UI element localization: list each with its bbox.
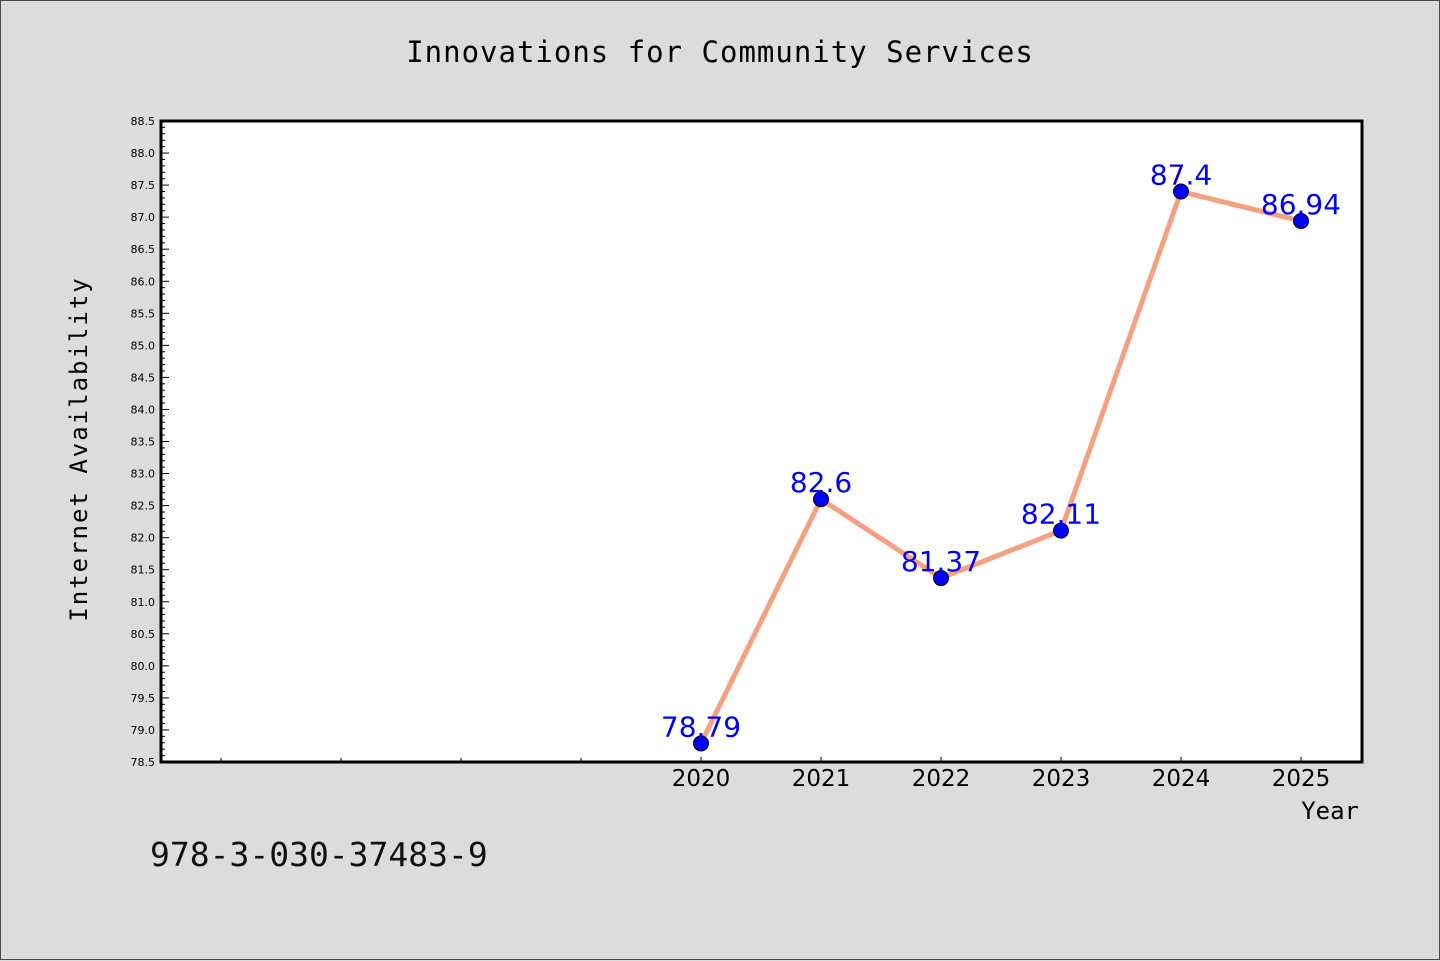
data-point — [1293, 212, 1309, 229]
y-tick-label: 85.5 — [131, 307, 156, 320]
x-tick-label: 2020 — [672, 766, 731, 792]
data-point — [1053, 522, 1069, 539]
data-label: 81.37 — [901, 545, 981, 578]
y-tick-label: 84.0 — [131, 403, 156, 416]
y-tick-label: 80.0 — [131, 660, 156, 673]
data-line — [698, 189, 1304, 746]
data-label: 82.11 — [1021, 498, 1101, 531]
x-tick-label: 2025 — [1272, 766, 1331, 792]
data-label: 87.4 — [1150, 159, 1212, 192]
x-tick-label: 2022 — [912, 766, 971, 792]
y-tick-label: 82.0 — [131, 532, 156, 545]
y-tick-label: 78.5 — [131, 756, 156, 769]
data-label: 82.6 — [790, 466, 852, 499]
y-tick-label: 83.5 — [131, 436, 156, 449]
y-tick-label: 86.0 — [131, 275, 156, 288]
data-point — [1173, 183, 1189, 200]
data-label: 78.79 — [661, 710, 741, 743]
x-axis-label: Year — [1301, 797, 1359, 825]
chart-title: Innovations for Community Services — [406, 35, 1034, 69]
x-tick-label: 2023 — [1032, 766, 1091, 792]
y-tick-label: 81.5 — [131, 564, 156, 577]
data-point — [933, 570, 949, 587]
data-point — [693, 735, 709, 752]
plot-area — [159, 119, 1364, 764]
y-tick-label: 80.5 — [131, 628, 156, 641]
data-label: 86.94 — [1261, 188, 1341, 221]
data-point — [813, 491, 829, 508]
y-tick-label: 86.5 — [131, 243, 156, 256]
y-tick-label: 79.0 — [131, 724, 156, 737]
x-tick-label: 2021 — [792, 766, 851, 792]
y-tick-label: 84.5 — [131, 371, 156, 384]
y-tick-label: 88.0 — [131, 147, 156, 160]
y-tick-label: 83.0 — [131, 468, 156, 481]
y-tick-label: 85.0 — [131, 339, 156, 352]
y-tick-label: 81.0 — [131, 596, 156, 609]
y-tick-label: 82.5 — [131, 500, 156, 513]
isbn-text: 978-3-030-37483-9 — [150, 835, 488, 874]
y-tick-label: 79.5 — [131, 692, 156, 705]
y-tick-label: 87.0 — [131, 211, 156, 224]
x-tick-label: 2024 — [1152, 766, 1211, 792]
y-tick-label: 88.5 — [131, 115, 156, 128]
y-tick-label: 87.5 — [131, 179, 156, 192]
